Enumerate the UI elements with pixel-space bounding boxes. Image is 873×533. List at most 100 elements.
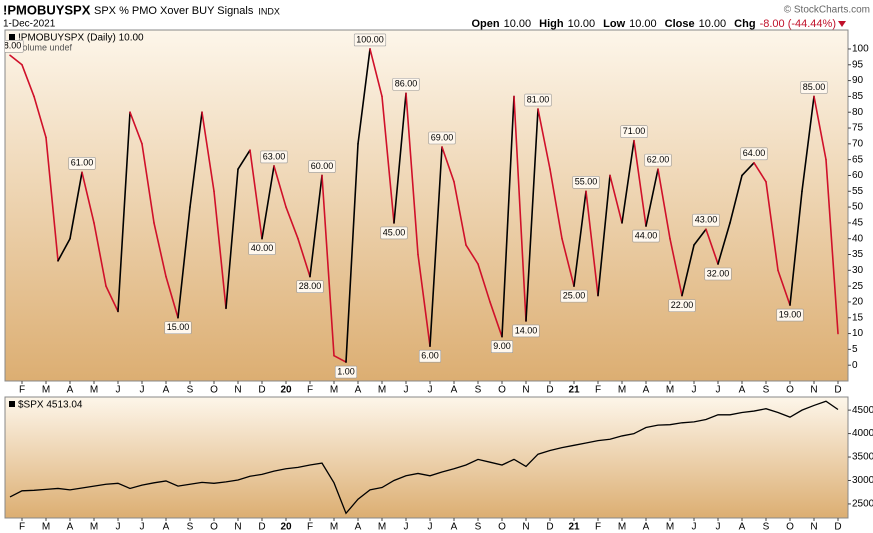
x-tick-label: M [90, 522, 98, 533]
line-segment [765, 180, 779, 272]
y-tick-label: 75 [852, 123, 864, 134]
y-tick-label: 25 [852, 281, 864, 292]
x-tick-label: 20 [280, 522, 292, 533]
line-segment [333, 354, 347, 363]
x-tick-label: O [498, 385, 506, 396]
x-tick-label: A [163, 522, 170, 533]
quote-value: 10.00 [699, 18, 727, 30]
x-tick-label: A [163, 385, 170, 396]
value-label-box [668, 299, 696, 312]
value-label: 45.00 [383, 227, 406, 237]
line-segment [261, 165, 275, 240]
x-tick-label: A [67, 385, 74, 396]
down-arrow [838, 21, 846, 27]
line-segment [237, 149, 251, 170]
value-label-box [296, 280, 324, 293]
line-segment [249, 149, 263, 240]
x-tick-label: N [234, 522, 241, 533]
value-label-box [560, 289, 588, 303]
x-tick-label: 20 [280, 385, 292, 396]
line-segment [417, 253, 431, 348]
y-tick-label: 3000 [852, 475, 873, 486]
legend-entry: !PMOBUYSPX (Daily) 10.00 [18, 33, 144, 44]
value-label: 100.00 [356, 34, 384, 44]
y-tick-label: 2500 [852, 499, 873, 510]
line-segment [813, 95, 827, 161]
value-label: 1.00 [337, 366, 355, 376]
line-segment [729, 174, 743, 224]
exchange: INDX [258, 6, 280, 16]
value-label: 61.00 [71, 158, 94, 168]
x-tick-label: J [404, 385, 409, 396]
y-tick-label: 55 [852, 186, 864, 197]
quote-label: High [539, 18, 564, 30]
x-tick-label: J [140, 385, 145, 396]
value-label: 28.00 [299, 281, 322, 291]
value-label: 63.00 [263, 151, 286, 161]
y-tick-label: 0 [852, 360, 858, 371]
line-segment [537, 108, 551, 170]
x-tick-label: D [258, 385, 265, 396]
value-label-box [800, 81, 828, 94]
x-tick-label: N [234, 385, 241, 396]
line-segment [93, 222, 107, 287]
x-tick-label: F [595, 385, 601, 396]
y-tick-label: 4500 [852, 405, 873, 416]
value-label: 14.00 [515, 325, 538, 335]
line-segment [369, 48, 383, 98]
x-tick-label: F [595, 522, 601, 533]
line-segment [309, 174, 323, 278]
quote-value: 10.00 [504, 18, 532, 30]
x-tick-label: N [522, 385, 529, 396]
x-tick-label: J [116, 385, 121, 396]
line-segment [213, 190, 227, 310]
value-label-box [260, 150, 288, 164]
legend-swatch [9, 34, 15, 40]
line-segment [501, 95, 515, 338]
value-label: 55.00 [575, 177, 598, 187]
x-tick-label: 21 [568, 522, 580, 533]
x-tick-label: S [475, 522, 482, 533]
line-segment [201, 111, 215, 193]
x-tick-label: S [763, 385, 770, 396]
x-tick-label: D [258, 522, 265, 533]
x-tick-label: A [451, 385, 458, 396]
line-segment [705, 228, 719, 265]
value-label: 62.00 [647, 155, 670, 165]
y-tick-label: 40 [852, 233, 864, 244]
value-label: 44.00 [635, 230, 658, 240]
line-segment [741, 162, 755, 177]
x-tick-label: J [716, 522, 721, 533]
y-tick-label: 80 [852, 107, 864, 118]
x-tick-label: 21 [568, 385, 580, 396]
y-tick-label: 10 [852, 328, 864, 339]
value-label-box [776, 308, 804, 322]
x-tick-label: J [428, 385, 433, 396]
panel-upper [4, 29, 849, 382]
line-segment [57, 237, 71, 262]
line-segment [165, 275, 179, 319]
x-tick-label: M [42, 385, 50, 396]
x-tick-label: A [643, 385, 650, 396]
value-label: 86.00 [395, 79, 418, 89]
value-label: 43.00 [695, 215, 718, 225]
x-tick-label: O [210, 385, 218, 396]
x-tick-label: A [451, 522, 458, 533]
plot [9, 400, 839, 515]
x-tick-label: S [475, 385, 482, 396]
x-tick-label: F [307, 522, 313, 533]
value-label: 25.00 [563, 291, 586, 301]
quote-label: Close [665, 18, 695, 30]
x-tick-label: O [210, 522, 218, 533]
line-segment [489, 301, 503, 338]
value-label-box [524, 93, 552, 107]
plot: 98.00 61.00 15.00 40.00 63.00 28.00 60.00 1.00 1… [5, 33, 839, 379]
y-tick-label: 15 [852, 312, 864, 323]
y-tick-label: 65 [852, 154, 864, 165]
line-segment [789, 190, 803, 306]
line-segment [657, 168, 671, 240]
value-label-box [334, 365, 358, 379]
x-tick-label: D [546, 385, 553, 396]
line-segment [81, 171, 95, 224]
x-tick-label: J [116, 522, 121, 533]
